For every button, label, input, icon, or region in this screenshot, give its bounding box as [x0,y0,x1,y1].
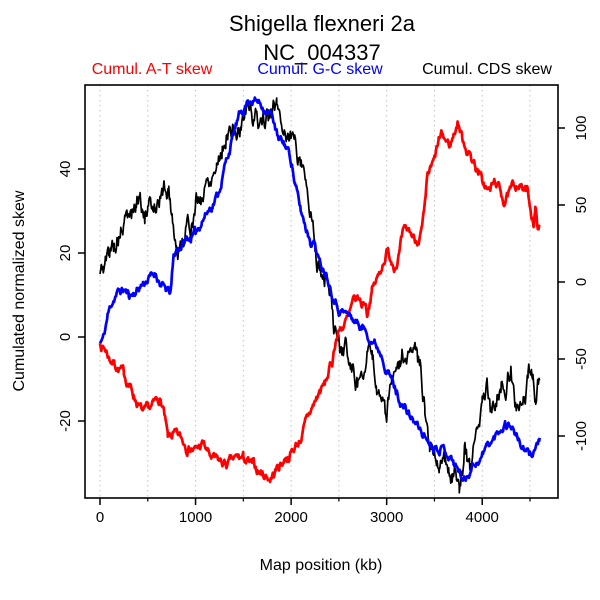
curve-at-skew [98,120,541,484]
x-tick-label: 0 [96,509,104,526]
curve-cds-skew [99,97,541,494]
y-right-tick-label: -50 [573,348,590,370]
y-right-tick-label: -100 [573,421,590,451]
y-right-tick-label: 0 [573,278,590,286]
x-tick-label: 4000 [466,509,499,526]
legend-item-at-skew: Cumul. A-T skew [91,61,213,78]
legend-item-gc-skew: Cumul. G-C skew [257,61,383,78]
y-left-tick-label: -20 [57,410,74,432]
x-tick-label: 3000 [370,509,403,526]
y-left-tick-label: 20 [57,245,74,262]
y-axis-title: Cumulated normalized skew [11,190,28,392]
x-tick-label: 2000 [274,509,307,526]
y-right-tick-label: 100 [573,115,590,140]
curve-gc-skew [98,96,541,483]
plot-box [84,84,559,499]
chart-subtitle: NC_004337 [263,40,381,65]
curves-group [98,96,541,494]
y-left-tick-label: 40 [57,161,74,178]
legend-item-cds-skew: Cumul. CDS skew [422,61,552,78]
y-right-tick-label: 50 [573,197,590,214]
x-axis-title: Map position (kb) [259,557,383,574]
y-left-tick-label: 0 [57,333,74,341]
chart-title: Shigella flexneri 2a [229,11,415,36]
x-tick-label: 1000 [179,509,212,526]
